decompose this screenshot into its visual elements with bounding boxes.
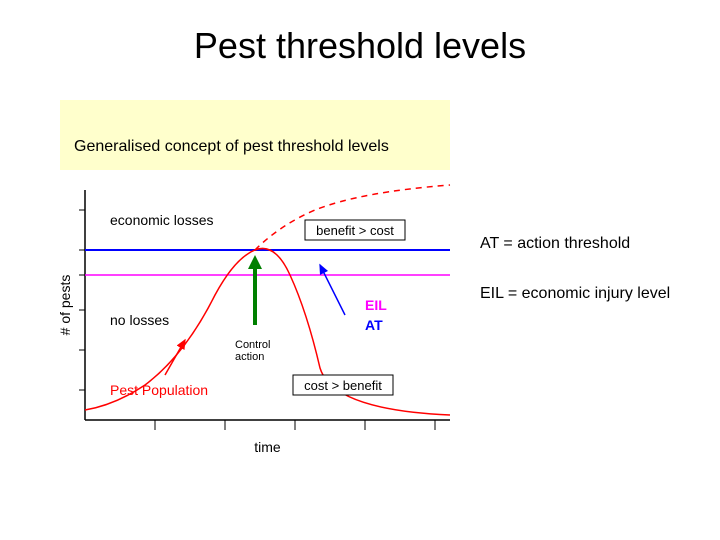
svg-text:no losses: no losses	[110, 312, 169, 328]
page-title: Pest threshold levels	[194, 25, 526, 67]
subtitle-box: Generalised concept of pest threshold le…	[60, 100, 450, 170]
svg-text:Control: Control	[235, 339, 270, 351]
subtitle-text: Generalised concept of pest threshold le…	[74, 138, 389, 156]
threshold-chart: time # of pests Controlaction Pest Populati…	[55, 180, 460, 460]
svg-text:action: action	[235, 351, 264, 363]
svg-text:# of pests: # of pests	[57, 275, 73, 336]
legend-at: AT = action threshold	[480, 235, 630, 253]
svg-text:economic losses: economic losses	[110, 212, 214, 228]
svg-text:EIL: EIL	[365, 297, 387, 313]
svg-text:cost > benefit: cost > benefit	[304, 378, 382, 393]
svg-text:benefit > cost: benefit > cost	[316, 223, 394, 238]
svg-text:AT: AT	[365, 317, 383, 333]
svg-text:Pest Population: Pest Population	[110, 382, 208, 398]
svg-text:time: time	[254, 439, 281, 455]
legend-eil: EIL = economic injury level	[480, 285, 670, 303]
